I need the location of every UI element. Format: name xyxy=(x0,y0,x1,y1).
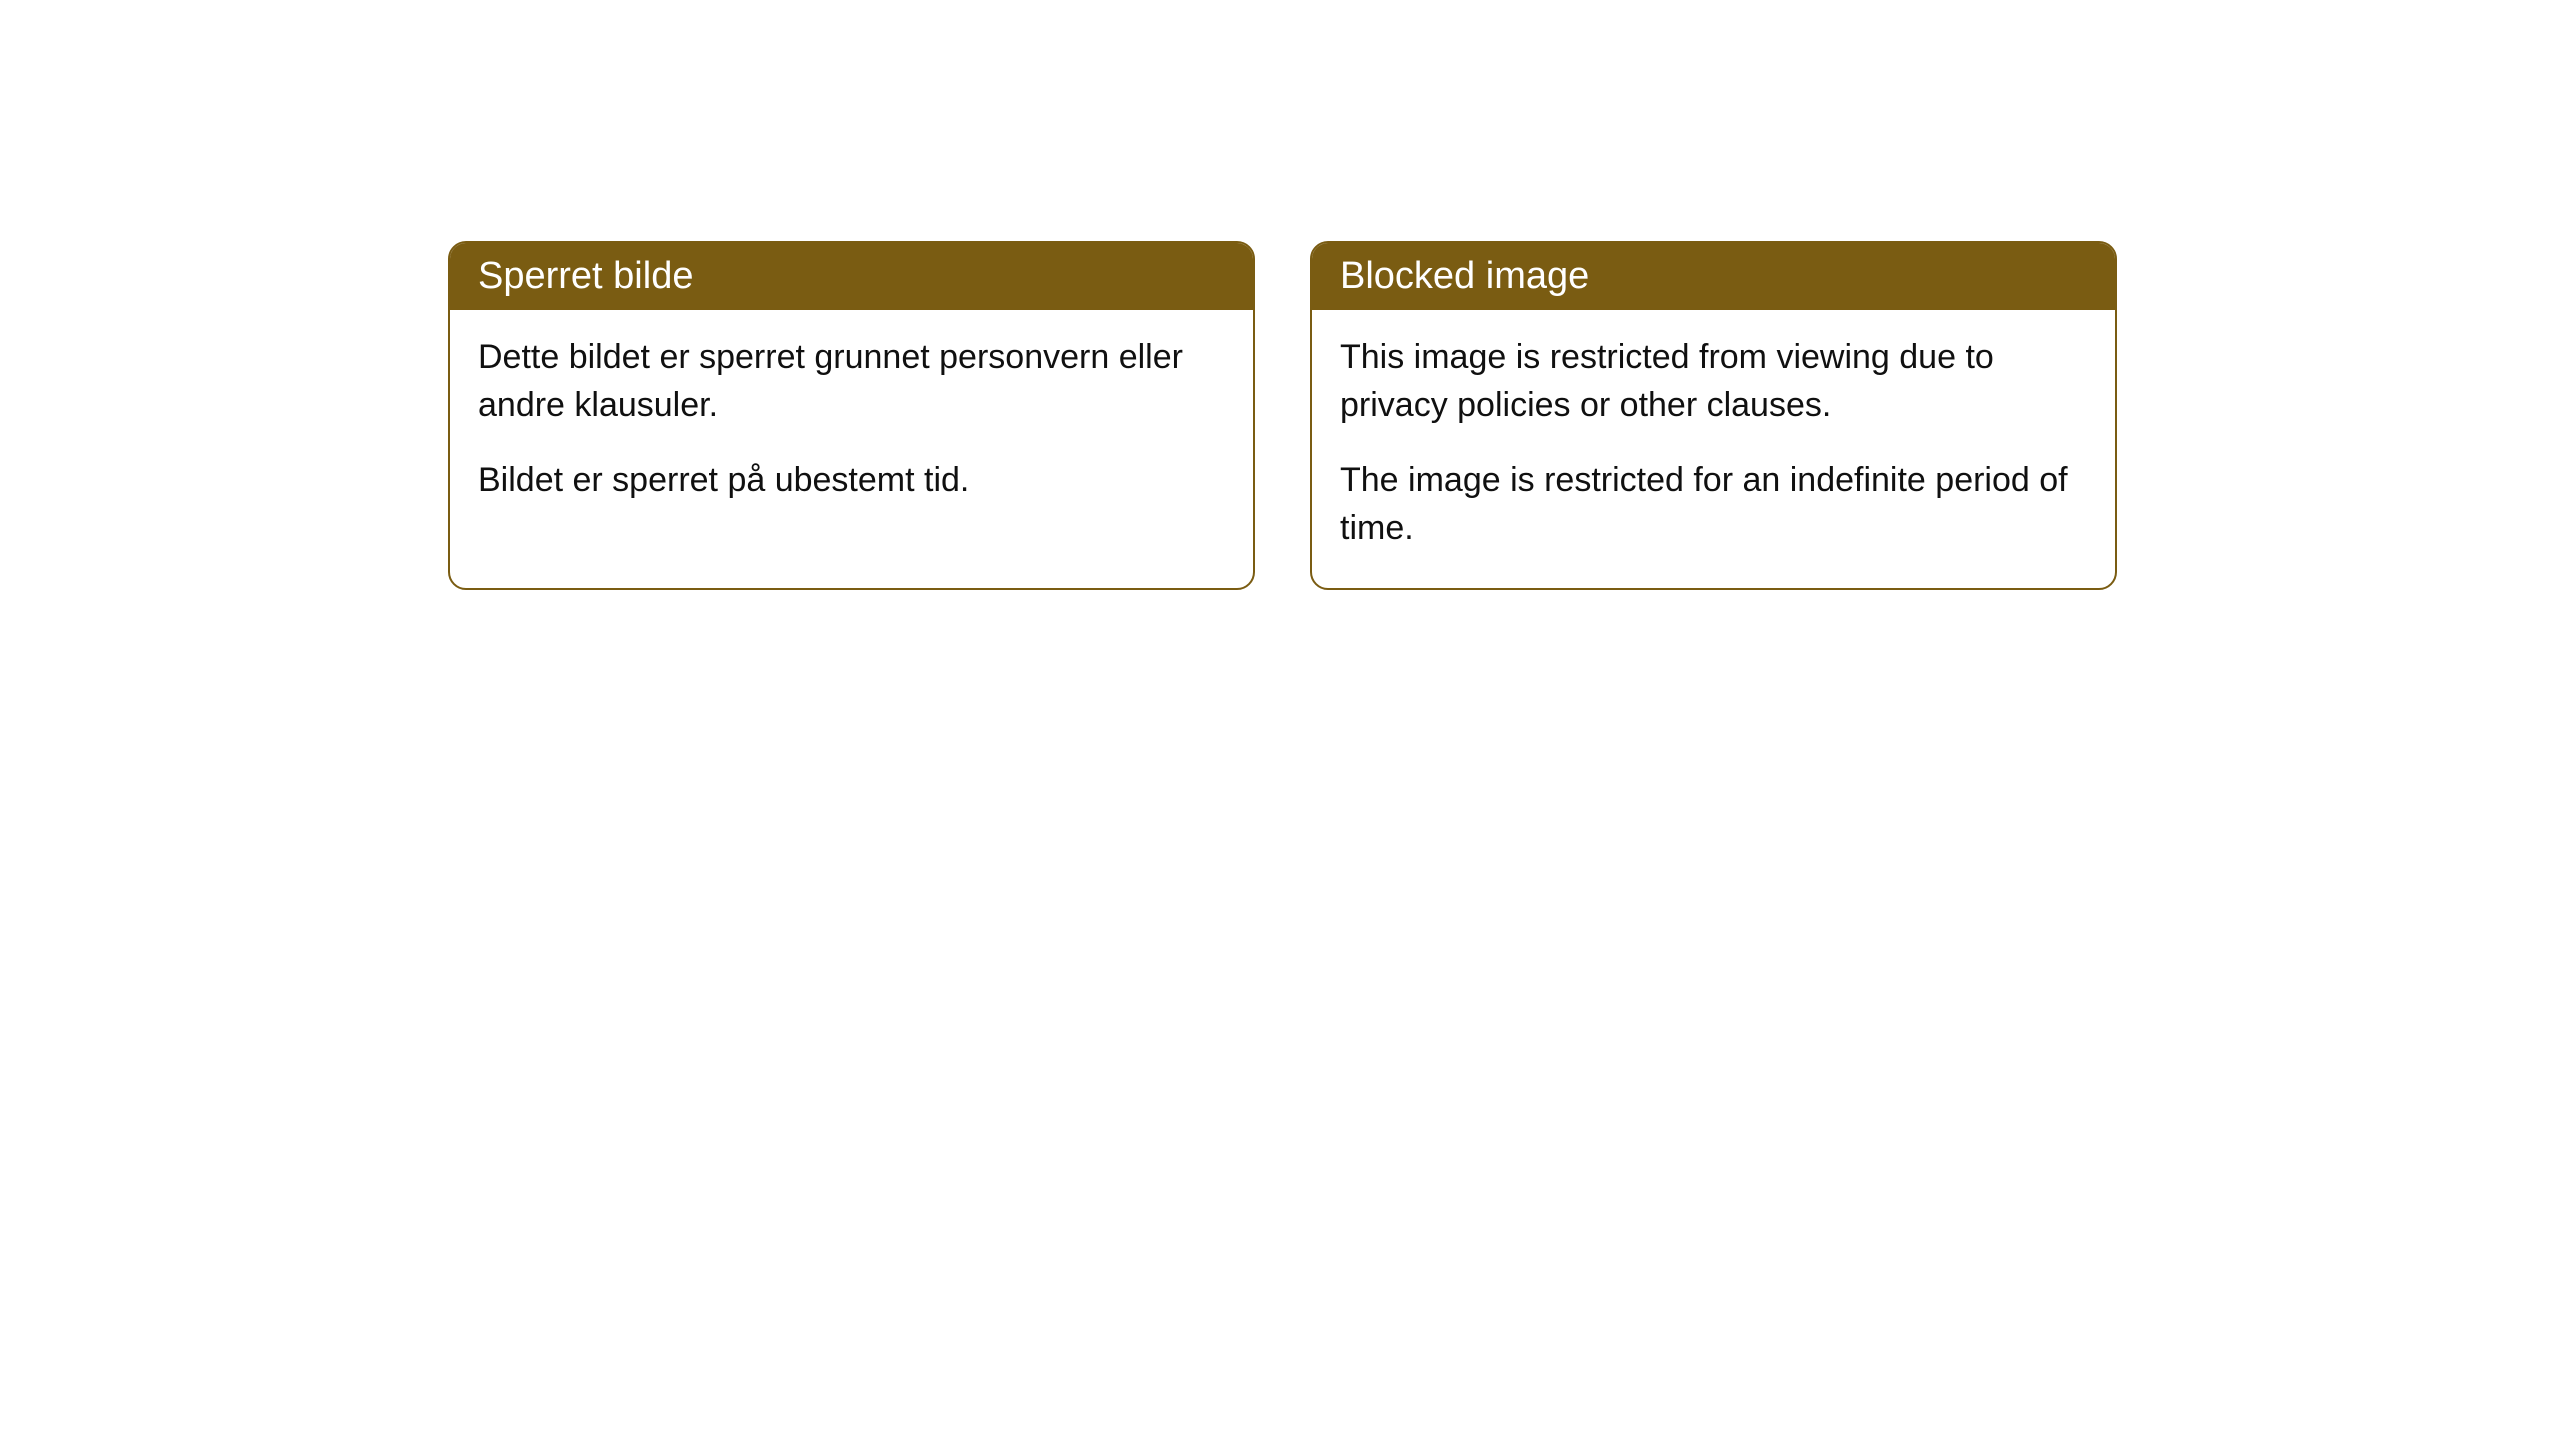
card-title: Sperret bilde xyxy=(478,255,693,297)
blocked-image-card-norwegian: Sperret bilde Dette bildet er sperret gr… xyxy=(448,241,1255,590)
card-body: This image is restricted from viewing du… xyxy=(1312,310,2115,588)
notice-cards-container: Sperret bilde Dette bildet er sperret gr… xyxy=(448,241,2117,590)
card-paragraph: The image is restricted for an indefinit… xyxy=(1340,457,2087,552)
card-title: Blocked image xyxy=(1340,255,1589,297)
card-header: Blocked image xyxy=(1312,243,2115,310)
card-header: Sperret bilde xyxy=(450,243,1253,310)
card-body: Dette bildet er sperret grunnet personve… xyxy=(450,310,1253,541)
card-paragraph: Dette bildet er sperret grunnet personve… xyxy=(478,334,1225,429)
card-paragraph: Bildet er sperret på ubestemt tid. xyxy=(478,457,1225,505)
card-paragraph: This image is restricted from viewing du… xyxy=(1340,334,2087,429)
blocked-image-card-english: Blocked image This image is restricted f… xyxy=(1310,241,2117,590)
